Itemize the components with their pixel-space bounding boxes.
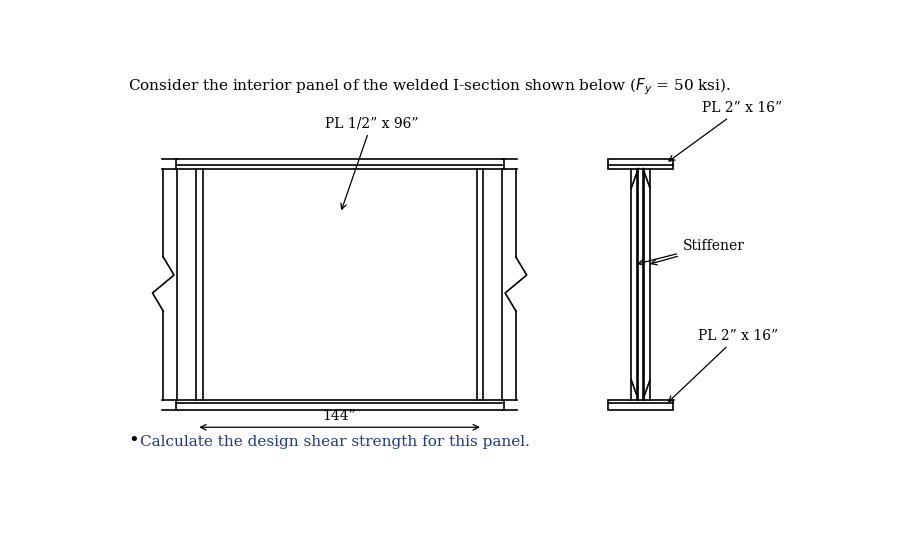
Bar bbox=[175, 159, 504, 169]
Text: Calculate the design shear strength for this panel.: Calculate the design shear strength for … bbox=[140, 435, 530, 449]
Text: Consider the interior panel of the welded I-section shown below ($\mathit{F_y}$ : Consider the interior panel of the welde… bbox=[128, 76, 731, 97]
Text: 144”: 144” bbox=[323, 409, 356, 423]
Bar bbox=[175, 399, 504, 409]
Bar bbox=[608, 159, 674, 169]
Text: Stiffener: Stiffener bbox=[651, 239, 745, 265]
Text: PL 2” x 16”: PL 2” x 16” bbox=[669, 101, 782, 161]
Text: PL 2” x 16”: PL 2” x 16” bbox=[668, 328, 778, 402]
Text: •: • bbox=[129, 433, 140, 450]
Bar bbox=[608, 399, 674, 409]
Text: PL 1/2” x 96”: PL 1/2” x 96” bbox=[325, 116, 419, 209]
